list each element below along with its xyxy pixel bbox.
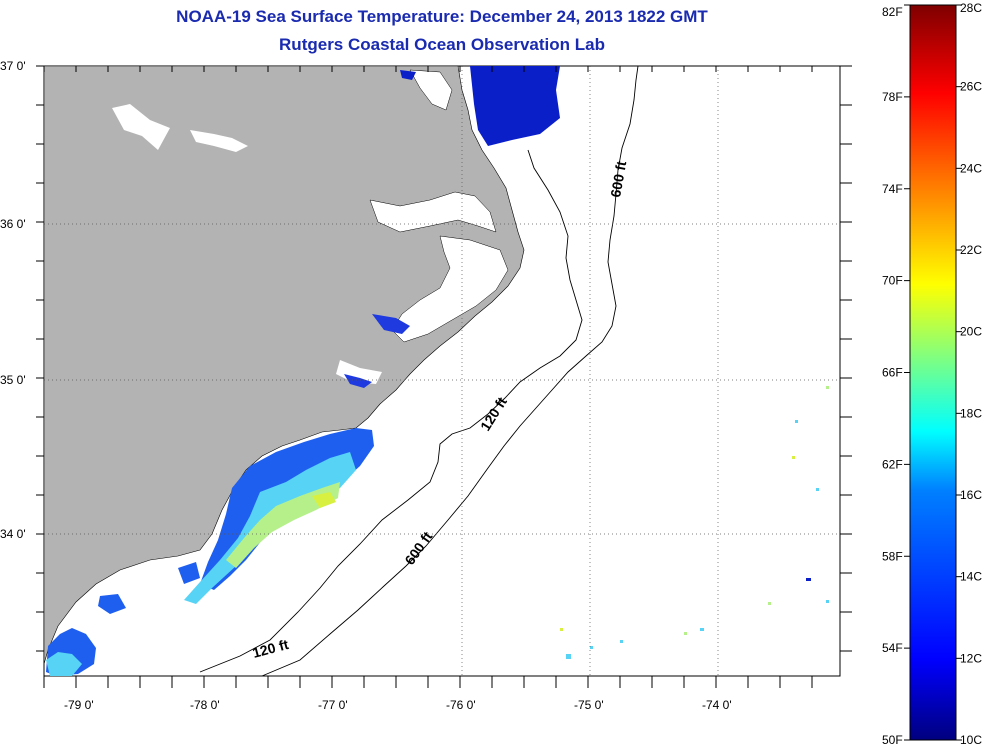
contour-label-600-north: 600 ft <box>607 159 629 198</box>
colorbar-fahrenheit-labels: 82F 78F 74F 70F 66F 62F 58F 54F 50F <box>882 5 903 747</box>
sst-patch-coastal-yellow <box>312 492 336 508</box>
sst-patch-sound <box>372 314 410 334</box>
sst-patch-west-blue <box>98 594 126 614</box>
graticule <box>44 66 840 676</box>
latitude-labels: 37 0' 36 0' 35 0' 34 0' <box>0 59 26 541</box>
colorbar-c-label: 28C <box>960 1 982 15</box>
lat-label-36: 36 0' <box>0 217 26 231</box>
sst-patch-coastal-green <box>226 482 340 568</box>
lat-label-37: 37 0' <box>0 59 26 73</box>
lon-label-79: -79 0' <box>64 698 94 712</box>
chesapeake-inlet <box>409 69 453 111</box>
map-title: NOAA-19 Sea Surface Temperature: Decembe… <box>176 7 708 26</box>
colorbar-f-label: 58F <box>882 549 903 563</box>
albemarle-sound <box>369 191 497 233</box>
colorbar-c-label: 26C <box>960 80 982 94</box>
colorbar-f-label: 50F <box>882 733 903 747</box>
lon-label-77: -77 0' <box>318 698 348 712</box>
sst-patch-north <box>470 66 560 146</box>
contour-600ft <box>261 65 639 677</box>
colorbar-c-label: 22C <box>960 243 982 257</box>
lon-label-78: -78 0' <box>190 698 220 712</box>
colorbar <box>909 4 957 741</box>
contour-120ft <box>199 149 583 673</box>
map-subtitle: Rutgers Coastal Ocean Observation Lab <box>279 35 605 54</box>
sst-patch-southwest-cyan <box>46 652 82 676</box>
inland-lake-2 <box>190 130 248 152</box>
longitude-labels: -79 0' -78 0' -77 0' -76 0' -75 0' -74 0… <box>64 698 732 712</box>
axis-ticks <box>36 65 852 688</box>
colorbar-f-label: 70F <box>882 274 903 288</box>
colorbar-c-label: 14C <box>960 570 982 584</box>
colorbar-c-label: 16C <box>960 488 982 502</box>
lon-label-74: -74 0' <box>702 698 732 712</box>
colorbar-f-label: 66F <box>882 366 903 380</box>
sst-patch-mid-blue <box>178 562 200 584</box>
colorbar-c-label: 12C <box>960 651 982 665</box>
sst-patch-pamlico <box>344 374 372 388</box>
colorbar-c-label: 24C <box>960 161 982 175</box>
colorbar-ticks <box>904 4 962 741</box>
offshore-sst-pixels <box>560 386 829 659</box>
colorbar-f-label: 54F <box>882 641 903 655</box>
colorbar-c-label: 18C <box>960 406 982 420</box>
pamlico-sound <box>391 235 509 343</box>
lon-label-76: -76 0' <box>446 698 476 712</box>
colorbar-f-label: 82F <box>882 5 903 19</box>
lat-label-34: 34 0' <box>0 527 26 541</box>
colorbar-f-label: 74F <box>882 182 903 196</box>
sst-patch-north-small <box>400 70 416 80</box>
inland-lake-1 <box>112 104 170 150</box>
colorbar-celsius-labels: 28C 26C 24C 22C 20C 18C 16C 14C 12C 10C <box>960 1 982 747</box>
colorbar-f-label: 62F <box>882 457 903 471</box>
colorbar-f-label: 78F <box>882 90 903 104</box>
lat-label-35: 35 0' <box>0 373 26 387</box>
colorbar-c-label: 10C <box>960 733 982 747</box>
lon-label-75: -75 0' <box>574 698 604 712</box>
colorbar-c-label: 20C <box>960 325 982 339</box>
